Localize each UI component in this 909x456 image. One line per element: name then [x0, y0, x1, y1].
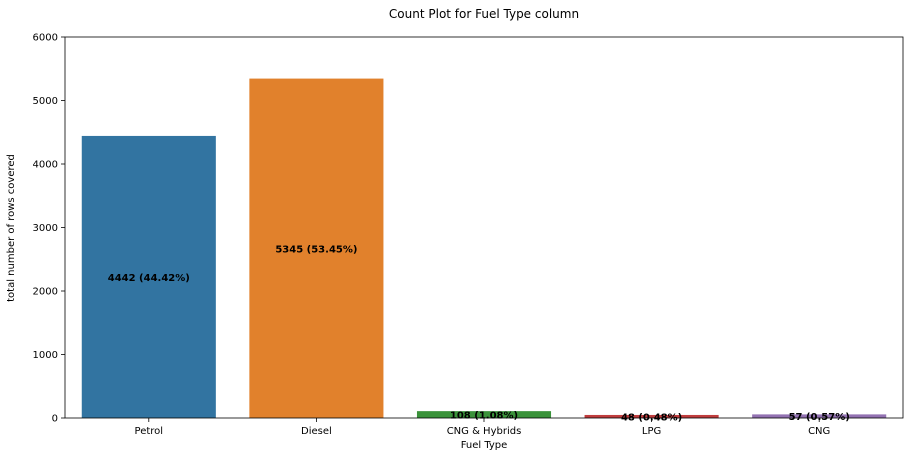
- chart-title: Count Plot for Fuel Type column: [389, 7, 579, 21]
- y-tick-label-3: 3000: [33, 223, 58, 234]
- x-tick-label-2: CNG & Hybrids: [447, 426, 522, 437]
- y-tick-label-2: 2000: [33, 287, 58, 298]
- x-tick-label-1: Diesel: [301, 426, 332, 437]
- data-label-1: 5345 (53.45%): [275, 244, 357, 255]
- bar-0: [81, 135, 216, 419]
- x-axis: Petrol Diesel CNG & Hybrids LPG CNG: [135, 418, 830, 437]
- bar-1: [249, 78, 384, 418]
- x-tick-label-3: LPG: [642, 426, 661, 437]
- data-labels-group: 4442 (44.42%)5345 (53.45%)108 (1.08%) 48 …: [108, 244, 850, 423]
- y-tick-label-0: 0: [52, 414, 58, 425]
- x-axis-label: Fuel Type: [461, 440, 508, 451]
- y-tick-label-4: 4000: [33, 160, 58, 171]
- y-tick-label-1: 1000: [33, 350, 58, 361]
- data-label-0: 4442 (44.42%): [108, 273, 190, 284]
- data-label-2: 108 (1.08%): [450, 411, 518, 422]
- bar-3: [584, 414, 719, 418]
- y-tick-label-6: 6000: [33, 33, 58, 44]
- y-axis-label: total number of rows covered: [6, 154, 17, 302]
- x-tick-label-4: CNG: [808, 426, 830, 437]
- x-tick-label-0: Petrol: [135, 426, 164, 437]
- plot-frame: [64, 36, 904, 419]
- bar-4: [752, 414, 887, 418]
- y-tick-label-5: 5000: [33, 96, 58, 107]
- y-axis: 0 1000 2000 3000 4000 5000 6000: [33, 33, 65, 425]
- bars-group: [81, 78, 887, 419]
- bar-2: [416, 411, 552, 418]
